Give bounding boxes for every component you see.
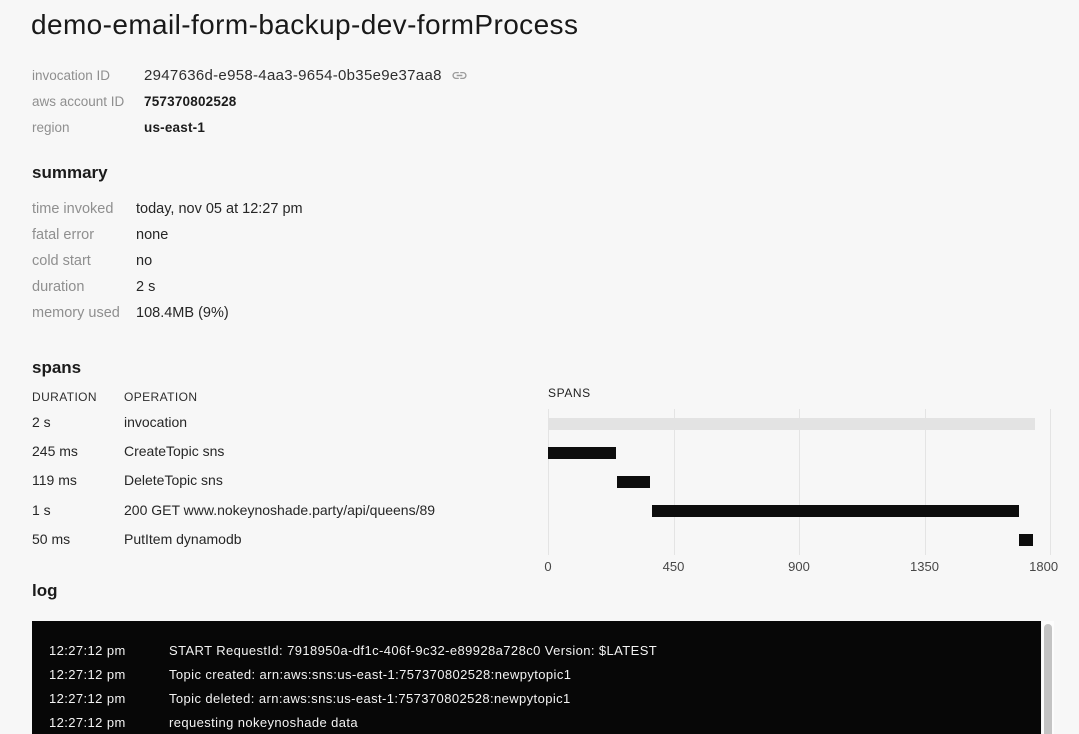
- log-scrollbar-thumb[interactable]: [1044, 624, 1052, 734]
- summary-row-value: 2 s: [136, 279, 156, 295]
- span-operation: DeleteTopic sns: [124, 472, 223, 489]
- spans-chart-axis: 0 450 900 1350 1800: [544, 559, 1058, 575]
- summary-row-value: no: [136, 253, 153, 269]
- invocation-id-label: invocation ID: [32, 67, 111, 83]
- axis-tick-label: 0: [544, 559, 552, 574]
- table-row: 1 s 200 GET www.nokeynoshade.party/api/q…: [32, 495, 532, 524]
- spans-heading: spans: [32, 358, 82, 377]
- log-timestamp: 12:27:12 pm: [49, 666, 126, 682]
- summary-row-label: cold start: [32, 253, 91, 269]
- log-timestamp: 12:27:12 pm: [49, 690, 126, 706]
- axis-tick-label: 1350: [910, 559, 939, 574]
- invocation-id-value: 2947636d-e958-4aa3-9654-0b35e9e37aa8: [144, 66, 442, 84]
- summary-row-value: none: [136, 227, 169, 243]
- log-message: Topic created: arn:aws:sns:us-east-1:757…: [169, 666, 572, 682]
- span-bar: [548, 417, 1035, 430]
- summary-row-label: memory used: [32, 305, 120, 321]
- summary-row-label: fatal error: [32, 227, 95, 243]
- spans-table-header: DURATION OPERATION: [32, 390, 532, 407]
- chart-gridline: [924, 409, 926, 555]
- summary-row: duration 2 s: [32, 274, 303, 300]
- log-timestamp: 12:27:12 pm: [49, 714, 126, 730]
- span-duration: 119 ms: [32, 472, 77, 489]
- log-message: START RequestId: 7918950a-df1c-406f-9c32…: [169, 642, 658, 658]
- meta-row-region: region us-east-1: [32, 114, 468, 140]
- log-output[interactable]: 12:27:12 pm START RequestId: 7918950a-df…: [32, 621, 1041, 734]
- table-row: 245 ms CreateTopic sns: [32, 436, 532, 465]
- link-icon: [452, 71, 467, 79]
- aws-account-id-value: 757370802528: [144, 93, 237, 109]
- span-duration: 50 ms: [32, 530, 71, 547]
- meta-row-aws-account-id: aws account ID 757370802528: [32, 88, 468, 114]
- log-line: 12:27:12 pm Topic created: arn:aws:sns:u…: [49, 662, 1041, 686]
- meta-row-invocation-id: invocation ID 2947636d-e958-4aa3-9654-0b…: [32, 62, 468, 88]
- span-bar: [651, 505, 1019, 518]
- log-timestamp: 12:27:12 pm: [49, 642, 126, 658]
- summary-heading: summary: [32, 163, 108, 182]
- log-line: 12:27:12 pm Topic deleted: arn:aws:sns:u…: [49, 686, 1041, 710]
- invocation-meta: invocation ID 2947636d-e958-4aa3-9654-0b…: [32, 62, 468, 140]
- spans-table-body: 2 s invocation 245 ms CreateTopic sns 11…: [32, 407, 532, 553]
- column-header-operation: OPERATION: [124, 390, 198, 404]
- chart-plot-area: [548, 409, 1051, 555]
- span-duration: 245 ms: [32, 442, 78, 459]
- chart-gridline: [799, 409, 800, 555]
- spans-gantt-chart: SPANS 0 450 900 1350 1800: [544, 386, 1058, 575]
- span-operation: PutItem dynamodb: [124, 530, 242, 547]
- summary-row: memory used 108.4MB (9%): [32, 300, 303, 326]
- chart-row: [548, 526, 1050, 555]
- log-line: 12:27:12 pm START RequestId: 7918950a-df…: [49, 638, 1041, 662]
- table-row: 2 s invocation: [32, 407, 532, 436]
- column-header-duration: DURATION: [32, 390, 97, 404]
- log-scrollbar-track: [1042, 621, 1054, 734]
- span-operation: CreateTopic sns: [124, 442, 225, 459]
- summary-section: time invoked today, nov 05 at 12:27 pm f…: [32, 196, 303, 326]
- summary-row: cold start no: [32, 248, 303, 274]
- summary-row-label: time invoked: [32, 201, 114, 217]
- summary-row-value: 108.4MB (9%): [136, 305, 229, 321]
- spans-table: DURATION OPERATION 2 s invocation 245 ms…: [32, 390, 532, 553]
- span-duration: 2 s: [32, 413, 51, 430]
- chart-row: [548, 409, 1050, 438]
- chart-row: [548, 438, 1050, 467]
- axis-tick-label: 1800: [1029, 559, 1059, 574]
- span-duration: 1 s: [32, 501, 51, 518]
- chart-row: [548, 467, 1050, 496]
- chart-gridline: [548, 409, 549, 555]
- log-heading: log: [32, 581, 58, 600]
- log-message: Topic deleted: arn:aws:sns:us-east-1:757…: [169, 690, 571, 706]
- chart-title: SPANS: [548, 386, 591, 400]
- span-operation: invocation: [124, 413, 188, 430]
- axis-tick-label: 900: [788, 559, 810, 574]
- region-value: us-east-1: [144, 119, 206, 135]
- span-bar: [548, 446, 617, 459]
- summary-row-label: duration: [32, 279, 85, 295]
- page-title: demo-email-form-backup-dev-formProcess: [31, 9, 579, 40]
- span-operation: 200 GET www.nokeynoshade.party/api/queen…: [124, 501, 436, 518]
- table-row: 119 ms DeleteTopic sns: [32, 466, 532, 495]
- copy-link-button[interactable]: [451, 67, 468, 84]
- axis-tick-label: 450: [662, 559, 685, 574]
- aws-account-id-label: aws account ID: [32, 93, 125, 109]
- summary-row: fatal error none: [32, 222, 303, 248]
- chart-gridline: [673, 409, 675, 555]
- span-bar: [1018, 534, 1033, 547]
- chart-gridline: [1050, 409, 1051, 555]
- summary-row: time invoked today, nov 05 at 12:27 pm: [32, 196, 303, 222]
- chart-row: [548, 497, 1050, 526]
- table-row: 50 ms PutItem dynamodb: [32, 524, 532, 553]
- span-bar: [617, 475, 651, 488]
- log-line: 12:27:12 pm requesting nokeynoshade data: [49, 710, 1041, 734]
- log-message: requesting nokeynoshade data: [169, 714, 359, 730]
- summary-row-value: today, nov 05 at 12:27 pm: [136, 201, 303, 217]
- spans-chart-rows: [548, 409, 1050, 555]
- region-label: region: [32, 119, 70, 135]
